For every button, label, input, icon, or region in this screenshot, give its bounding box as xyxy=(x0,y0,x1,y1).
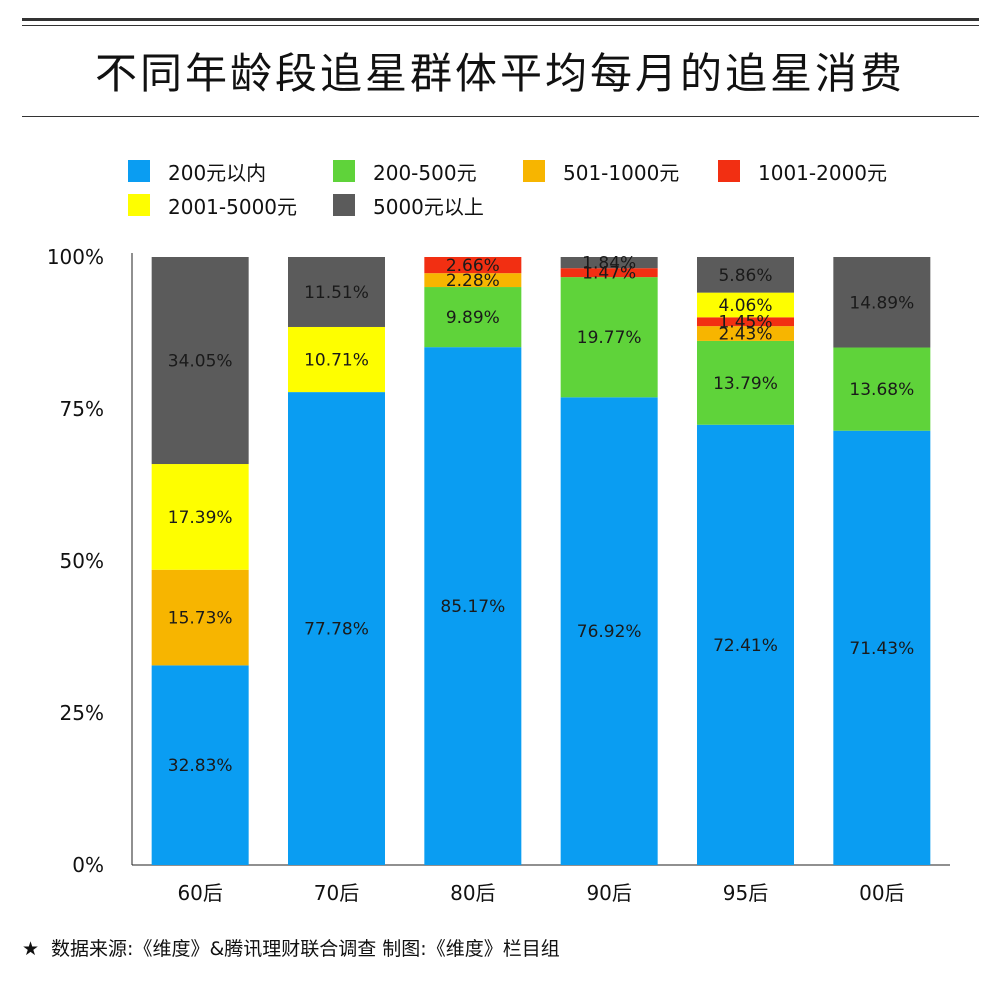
title-underline xyxy=(22,116,979,117)
bar-segment-90-s1 xyxy=(560,277,658,398)
y-tick-label: 25% xyxy=(60,701,104,725)
legend-swatch xyxy=(333,194,355,216)
bar-segment-70-s4 xyxy=(288,326,385,393)
legend-label: 200元以内 xyxy=(168,160,267,185)
top-rule-thick xyxy=(22,18,979,21)
y-tick-label: 0% xyxy=(72,853,104,877)
bar-segment-80-s1 xyxy=(424,287,522,348)
bar-segment-00-s0 xyxy=(833,430,931,865)
top-rule-thin xyxy=(22,25,979,26)
legend-item-1: 200-500元 xyxy=(333,156,477,186)
bar-segment-70-s5 xyxy=(288,257,385,327)
bar-segment-00-s1 xyxy=(833,347,931,431)
data-label: 13.79% xyxy=(713,374,778,394)
x-tick-label: 70后 xyxy=(314,881,359,905)
legend-item-0: 200元以内 xyxy=(128,156,266,186)
data-label: 10.71% xyxy=(304,351,369,371)
legend-swatch xyxy=(128,160,150,182)
legend-swatch xyxy=(718,160,740,182)
legend-label: 1001-2000元 xyxy=(758,160,888,185)
source-text: 数据来源:《维度》&腾讯理财联合调查 制图:《维度》栏目组 xyxy=(51,938,560,960)
bar-segment-70-s0 xyxy=(288,392,385,865)
legend-label: 5000元以上 xyxy=(373,194,484,219)
legend-item-4: 2001-5000元 xyxy=(128,190,297,220)
data-label: 17.39% xyxy=(168,508,233,528)
bar-segment-60-s2 xyxy=(151,569,249,666)
bar-segment-95-s0 xyxy=(697,424,794,865)
bar-segment-60-s0 xyxy=(151,665,249,865)
data-label: 1.47% xyxy=(582,264,636,284)
data-label: 72.41% xyxy=(713,636,778,656)
legend-label: 2001-5000元 xyxy=(168,194,298,219)
legend-swatch xyxy=(333,160,355,182)
bar-segment-00-s5 xyxy=(833,257,931,348)
data-label: 2.28% xyxy=(446,271,500,291)
legend-item-3: 1001-2000元 xyxy=(718,156,887,186)
bar-segment-95-s5 xyxy=(697,257,794,293)
bar-segment-90-s5 xyxy=(560,257,658,269)
legend-item-5: 5000元以上 xyxy=(333,190,484,220)
star-icon: ★ xyxy=(22,938,40,960)
bar-segment-95-s3 xyxy=(697,317,794,327)
data-label: 71.43% xyxy=(849,639,914,659)
x-tick-label: 60后 xyxy=(177,881,222,905)
bar-segment-80-s3 xyxy=(424,257,522,274)
data-label: 19.77% xyxy=(577,328,642,348)
source-footer: ★ 数据来源:《维度》&腾讯理财联合调查 制图:《维度》栏目组 xyxy=(22,934,560,961)
data-label: 85.17% xyxy=(440,597,505,617)
data-label: 2.66% xyxy=(446,256,500,276)
y-tick-label: 100% xyxy=(47,245,104,269)
y-tick-label: 50% xyxy=(60,549,104,573)
bar-segment-80-s0 xyxy=(424,347,522,866)
legend-swatch xyxy=(128,194,150,216)
data-label: 34.05% xyxy=(168,352,233,372)
data-label: 14.89% xyxy=(849,293,914,313)
bar-segment-60-s5 xyxy=(151,257,249,465)
data-label: 1.45% xyxy=(718,313,772,333)
x-tick-label: 80后 xyxy=(450,881,495,905)
x-tick-label: 00后 xyxy=(859,881,904,905)
bar-segment-90-s0 xyxy=(560,397,658,865)
data-label: 5.86% xyxy=(718,266,772,286)
bar-segment-95-s4 xyxy=(697,292,794,318)
data-label: 13.68% xyxy=(849,380,914,400)
legend-label: 200-500元 xyxy=(373,160,477,185)
bar-segment-80-s2 xyxy=(424,273,522,288)
stacked-bar-chart: 0% 25% 50% 75% 100% 32.83% 15.73% 17.39% 34.05% 6… xyxy=(47,245,950,905)
legend-label: 501-1000元 xyxy=(563,160,680,185)
y-tick-label: 75% xyxy=(60,397,104,421)
chart-legend: 200元以内 200-500元 501-1000元 1001-2000元 2001-50… xyxy=(128,156,928,226)
data-label: 77.78% xyxy=(304,620,369,640)
data-label: 76.92% xyxy=(577,622,642,642)
legend-swatch xyxy=(523,160,545,182)
data-label: 9.89% xyxy=(446,308,500,328)
bar-segment-60-s4 xyxy=(151,464,249,570)
bar-segment-95-s2 xyxy=(697,326,794,341)
data-label: 2.43% xyxy=(718,325,772,345)
x-tick-label: 95后 xyxy=(723,881,768,905)
data-label: 4.06% xyxy=(718,296,772,316)
legend-item-2: 501-1000元 xyxy=(523,156,679,186)
data-label: 1.84% xyxy=(582,254,636,274)
data-label: 15.73% xyxy=(168,609,233,629)
x-tick-label: 90后 xyxy=(586,881,631,905)
data-label: 32.83% xyxy=(168,756,233,776)
chart-title: 不同年龄段追星群体平均每月的追星消费 xyxy=(94,49,905,98)
bar-segment-95-s1 xyxy=(697,340,794,425)
data-label: 11.51% xyxy=(304,283,369,303)
bar-segment-90-s3 xyxy=(560,268,658,278)
